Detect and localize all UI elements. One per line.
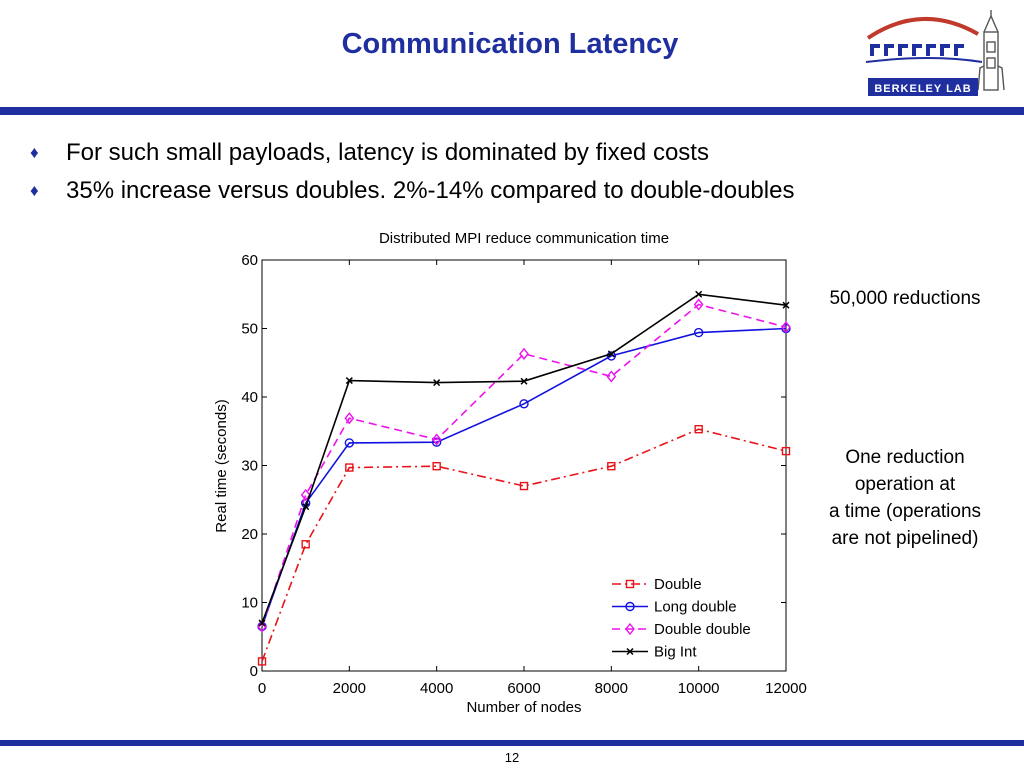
legend-label: Double (654, 576, 702, 593)
data-point (693, 327, 704, 338)
data-point (344, 438, 355, 448)
series-big-int (258, 290, 790, 627)
y-tick-label: 30 (241, 458, 258, 475)
x-tick-label: 2000 (333, 680, 366, 697)
x-tick-label: 4000 (420, 680, 453, 697)
reductions-note: 50,000 reductions (829, 288, 981, 309)
series-line (261, 327, 787, 627)
x-tick-label: 0 (258, 680, 266, 697)
data-point (345, 463, 354, 472)
data-point (607, 461, 616, 471)
data-point (695, 290, 703, 298)
data-point (606, 370, 617, 383)
header-divider (0, 107, 1024, 115)
legend-item: Double (612, 576, 702, 593)
x-axis-label: Number of nodes (466, 699, 581, 716)
series-double (257, 424, 791, 666)
data-point (607, 350, 615, 358)
data-point (257, 657, 267, 666)
note-line: are not pipelined) (831, 528, 979, 549)
legend-label: Big Int (654, 644, 697, 661)
legend-marker (625, 601, 635, 612)
data-point (344, 412, 355, 425)
data-point (431, 433, 442, 446)
data-point (781, 446, 791, 456)
axes: 0 2000 4000 6000 8000 10000 12000 0 10 20 30 40 50 60 (241, 252, 807, 697)
y-tick-label: 40 (241, 389, 258, 406)
x-tick-label: 12000 (765, 680, 807, 697)
legend-marker (626, 647, 634, 656)
legend-item: Double double (612, 621, 751, 638)
x-tick-label: 10000 (678, 680, 720, 697)
legend-label: Double double (654, 621, 751, 638)
note-line: One reduction (845, 447, 965, 468)
y-tick-label: 50 (241, 321, 258, 338)
bullet-item: ♦ 35% increase versus doubles. 2%-14% co… (30, 172, 1010, 210)
data-point (606, 351, 617, 361)
y-axis-label: Real time (seconds) (213, 399, 230, 532)
data-point (519, 347, 529, 360)
page-number: 12 (504, 750, 520, 765)
series-layer (257, 290, 791, 666)
x-tick-label: 6000 (507, 680, 540, 697)
series-line (261, 293, 787, 624)
y-tick-label: 10 (241, 595, 258, 612)
data-point (433, 379, 441, 387)
legend-marker (625, 579, 635, 589)
data-point (694, 424, 703, 434)
legend-label: Long double (654, 599, 737, 616)
data-point (520, 377, 528, 385)
logo-text: BERKELEY LAB (874, 83, 971, 95)
series-double-double (257, 298, 791, 633)
data-point (519, 481, 529, 491)
y-tick-label: 60 (241, 252, 258, 269)
x-tick-label: 8000 (595, 680, 628, 697)
data-point (432, 461, 441, 471)
chart-title: Distributed MPI reduce communication tim… (379, 230, 669, 247)
data-point (345, 377, 353, 385)
data-point (693, 298, 704, 311)
series-line (261, 303, 787, 627)
legend-marker (625, 622, 635, 636)
chart-legend: Double Long double Double double Big Int (612, 576, 751, 661)
diamond-bullet-icon: ♦ (30, 143, 39, 162)
data-point (781, 321, 791, 334)
y-tick-label: 0 (250, 663, 258, 680)
note-line: operation at (854, 474, 956, 495)
bullet-text: For such small payloads, latency is domi… (66, 139, 709, 166)
data-point (782, 301, 790, 309)
pipelining-note: One reduction operation at a time (opera… (800, 444, 1010, 552)
legend-item: Big Int (612, 644, 697, 661)
bullet-list: ♦ For such small payloads, latency is do… (30, 134, 1010, 210)
note-line: a time (operations (828, 501, 982, 522)
bullet-item: ♦ For such small payloads, latency is do… (30, 134, 1010, 172)
data-point (300, 488, 311, 502)
data-point (302, 503, 310, 511)
series-line (261, 428, 787, 662)
bullet-text: 35% increase versus doubles. 2%-14% comp… (66, 177, 795, 204)
data-point (519, 399, 529, 409)
data-point (431, 437, 442, 447)
series-long-double (257, 323, 791, 632)
berkeley-lab-logo: BERKELEY LAB (865, 10, 1005, 96)
data-point (258, 619, 266, 627)
legend-item: Long double (612, 599, 737, 616)
footer-divider (0, 740, 1024, 746)
data-point (301, 540, 310, 549)
diamond-bullet-icon: ♦ (30, 181, 39, 200)
y-tick-label: 20 (241, 526, 258, 543)
slide-title: Communication Latency (341, 28, 679, 60)
